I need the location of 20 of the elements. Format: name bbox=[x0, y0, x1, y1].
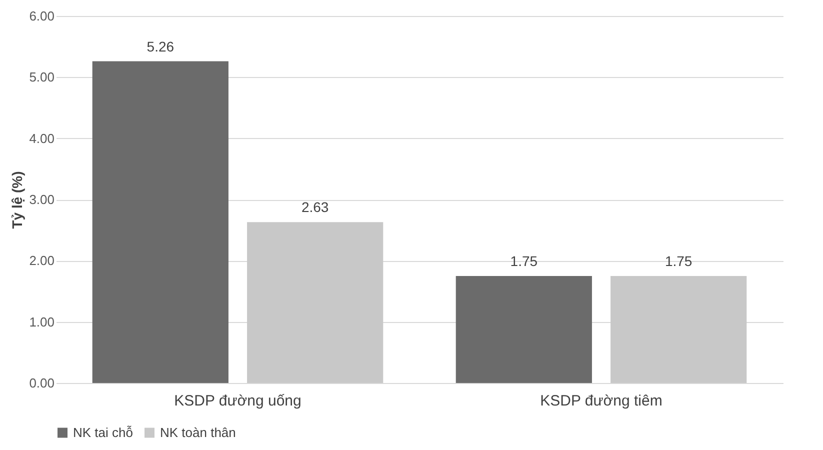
y-tick-label: 1.00 bbox=[29, 314, 54, 330]
legend-label: NK tai chỗ bbox=[73, 424, 133, 440]
y-tick-label: 5.00 bbox=[29, 70, 54, 85]
bar bbox=[610, 276, 747, 383]
y-tick-label: 3.00 bbox=[29, 192, 54, 207]
x-tick-label: KSDP đường uống bbox=[174, 392, 302, 410]
y-tick-label: 2.00 bbox=[29, 253, 54, 268]
y-tick-label: 0.00 bbox=[29, 376, 54, 390]
y-tick-label: 4.00 bbox=[29, 130, 54, 146]
bar bbox=[92, 61, 228, 383]
data-label: 5.26 bbox=[146, 38, 174, 54]
legend-label: NK toàn thân bbox=[160, 424, 236, 440]
bar bbox=[456, 276, 592, 383]
data-label: 1.75 bbox=[664, 252, 692, 269]
data-label: 2.63 bbox=[301, 199, 329, 216]
x-tick-label: KSDP đường tiêm bbox=[540, 392, 662, 410]
bar bbox=[247, 222, 384, 383]
y-tick-label: 6.00 bbox=[29, 8, 54, 24]
data-label: 1.75 bbox=[510, 252, 538, 269]
y-axis-title: Tỷ lệ (%) bbox=[9, 171, 26, 229]
